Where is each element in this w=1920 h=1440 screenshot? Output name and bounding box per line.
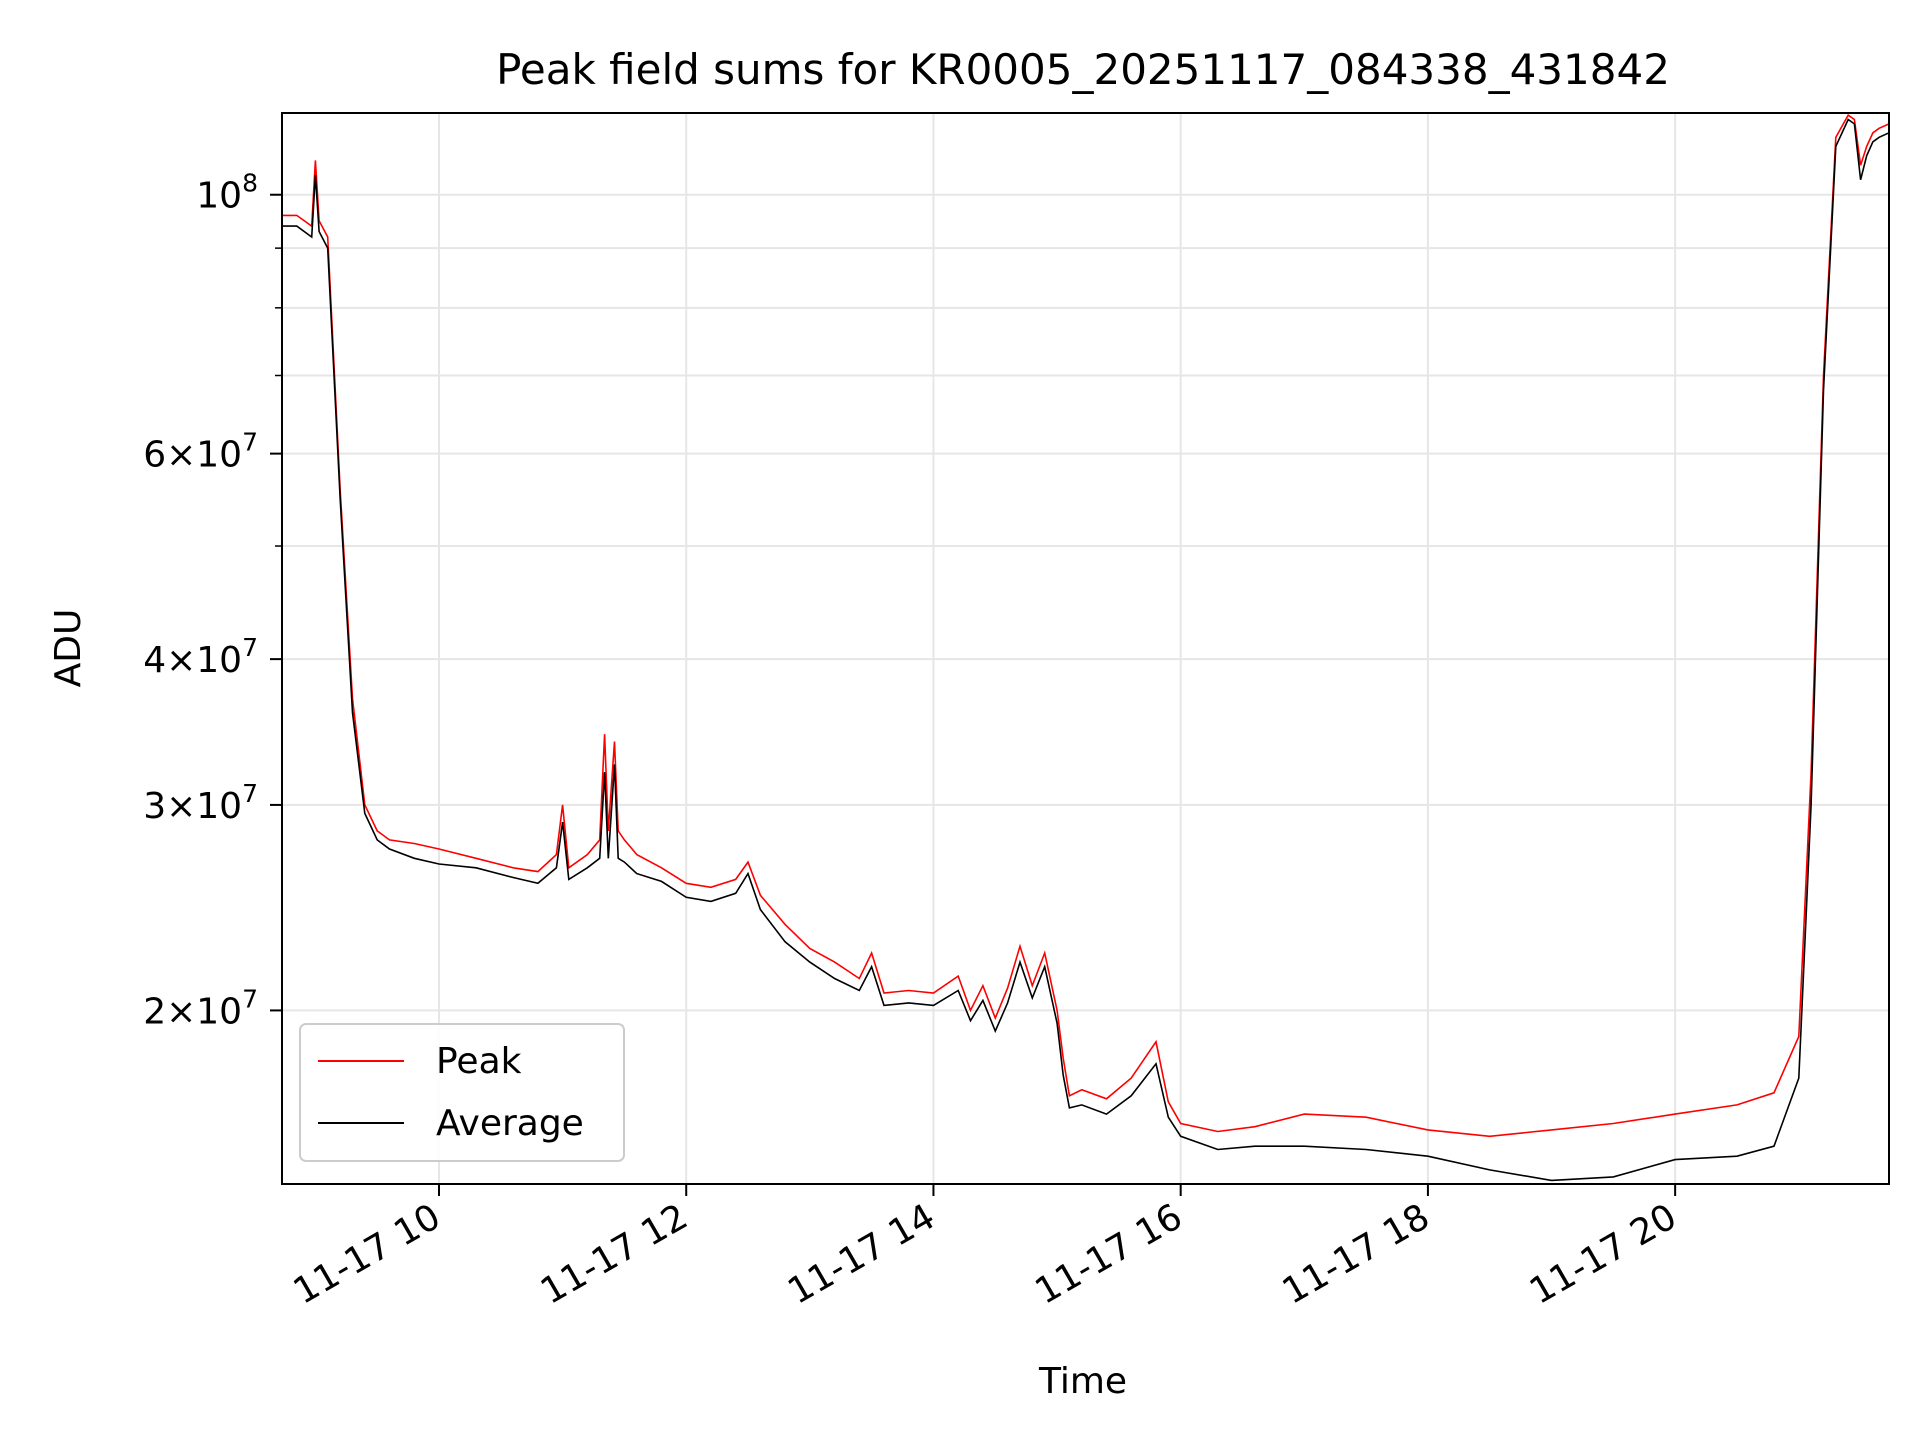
legend-peak-label: Peak xyxy=(436,1041,522,1082)
y-tick-label: 6×107 xyxy=(143,428,258,476)
y-axis-label: ADU xyxy=(48,609,89,688)
y-tick-exponent: 7 xyxy=(242,633,258,662)
y-tick-label: 108 xyxy=(196,169,258,217)
y-tick-mantissa: 2 xyxy=(143,991,166,1032)
y-tick-exponent: 8 xyxy=(242,169,258,198)
y-tick-exponent: 7 xyxy=(242,428,258,457)
legend: Peak Average xyxy=(299,1023,625,1162)
x-axis-label: Time xyxy=(1038,1361,1127,1402)
y-tick-times: ×10 xyxy=(166,786,242,827)
y-tick-exponent: 7 xyxy=(242,779,258,808)
average-series-line xyxy=(282,118,1890,1182)
plot-area-frame xyxy=(281,112,1890,1185)
series-lines xyxy=(282,114,1890,1182)
grid-lines xyxy=(282,113,1889,1184)
chart-title: Peak field sums for KR0005_20251117_0843… xyxy=(496,45,1670,94)
peak-series-line xyxy=(282,114,1890,1138)
y-tick-mantissa: 6 xyxy=(143,435,166,476)
y-tick-label: 4×107 xyxy=(143,633,258,681)
y-tick-label: 2×107 xyxy=(143,984,258,1032)
y-tick-times: ×10 xyxy=(166,435,242,476)
y-tick-exponent: 7 xyxy=(242,984,258,1013)
y-tick-times: ×10 xyxy=(166,640,242,681)
y-tick-label: 3×107 xyxy=(143,779,258,827)
y-tick-mantissa: 3 xyxy=(143,786,166,827)
legend-box xyxy=(299,1023,625,1162)
y-tick-mantissa: 4 xyxy=(143,640,166,681)
y-tick-times: ×10 xyxy=(166,991,242,1032)
legend-average-label: Average xyxy=(436,1103,584,1144)
y-tick-base: 10 xyxy=(196,176,242,217)
